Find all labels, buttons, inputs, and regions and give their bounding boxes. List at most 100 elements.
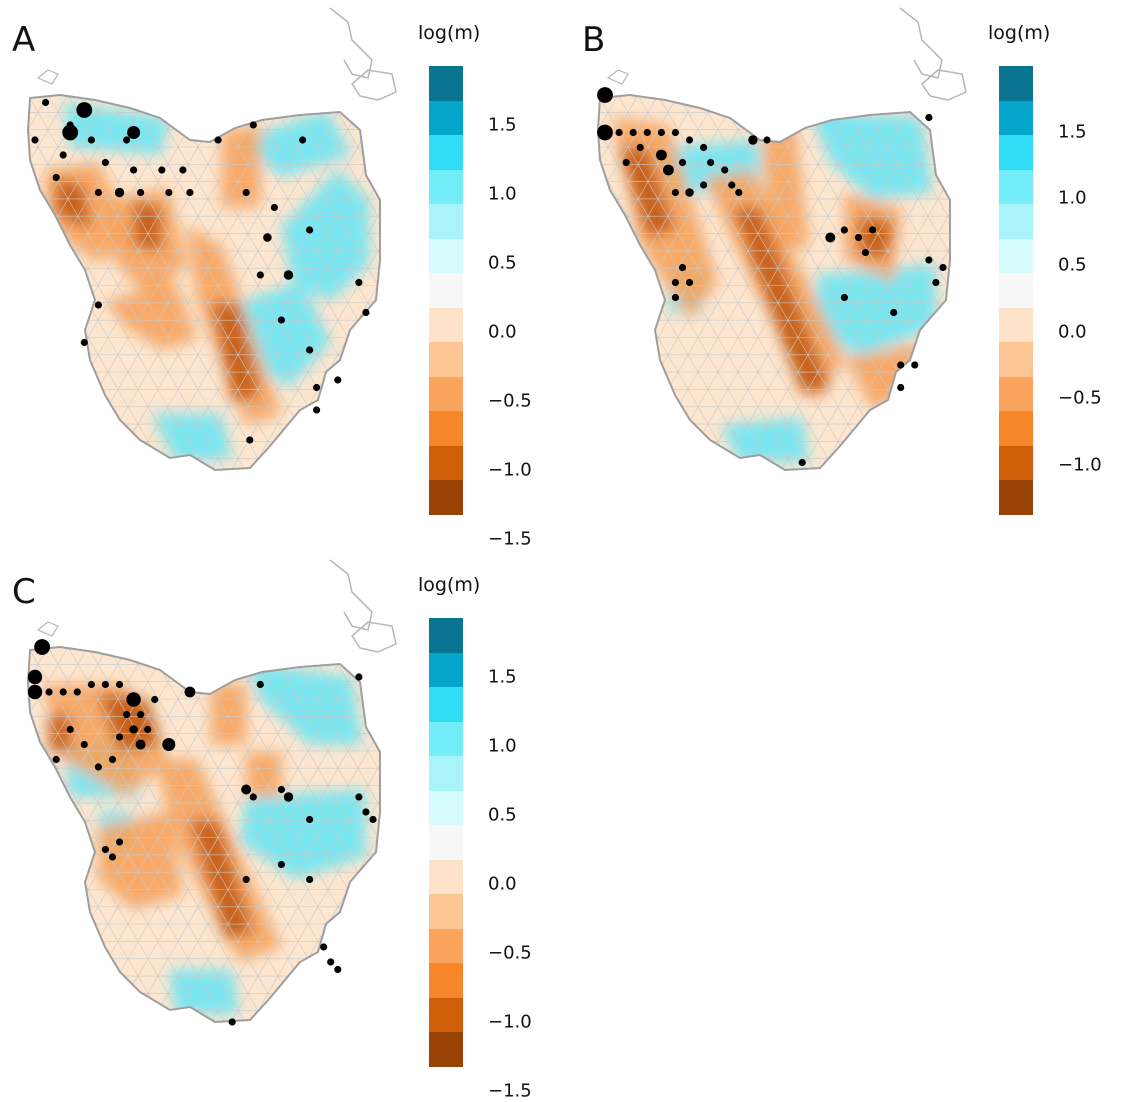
sample-point bbox=[242, 188, 250, 197]
sample-point bbox=[270, 203, 278, 212]
sample-point bbox=[80, 338, 88, 347]
sample-point bbox=[700, 181, 708, 189]
sample-point bbox=[890, 308, 898, 317]
sample-point bbox=[108, 755, 117, 764]
island-outline bbox=[36, 621, 59, 637]
legend-title: log(m) bbox=[988, 22, 1051, 44]
legend-color-cell bbox=[429, 825, 463, 860]
sample-point bbox=[59, 688, 67, 696]
panel-a: A log(m) 1.5 1.0 0.5 0.0 −0.5 −1.0 −1.5 bbox=[0, 0, 540, 550]
blue-region bbox=[809, 110, 933, 200]
blue-region bbox=[45, 263, 78, 320]
legend-tick: −1.0 bbox=[1058, 454, 1102, 476]
legend-tick: 1.5 bbox=[488, 666, 517, 688]
legend-color-cell bbox=[999, 307, 1033, 342]
panel-label: B bbox=[582, 20, 606, 60]
sample-point bbox=[184, 686, 196, 698]
legend-color-cell bbox=[429, 307, 463, 342]
legend-color-cell bbox=[429, 135, 463, 170]
sample-point bbox=[130, 166, 138, 174]
coastline-fragment bbox=[329, 7, 373, 79]
legend-color-cell bbox=[429, 376, 463, 411]
sample-point bbox=[283, 270, 294, 280]
sample-point bbox=[728, 181, 736, 189]
sample-point bbox=[283, 792, 294, 802]
sample-point bbox=[179, 166, 187, 174]
sample-point bbox=[313, 383, 321, 392]
sample-point bbox=[27, 669, 43, 685]
legend-b: log(m) 1.5 1.0 0.5 0.0 −0.5 −1.0 bbox=[988, 22, 1108, 532]
sample-point bbox=[108, 853, 117, 861]
sample-point bbox=[327, 958, 335, 966]
sample-point bbox=[685, 188, 694, 197]
sample-point bbox=[663, 164, 674, 176]
sample-point bbox=[932, 278, 940, 287]
color-bar bbox=[999, 66, 1033, 515]
legend-tick: −0.5 bbox=[488, 390, 532, 412]
legend-color-cell bbox=[999, 204, 1033, 239]
sample-point bbox=[123, 710, 131, 719]
legend-tick: 0.0 bbox=[488, 321, 517, 343]
legend-color-cell bbox=[429, 928, 463, 963]
legend-tick: −1.0 bbox=[488, 459, 532, 481]
blue-region bbox=[246, 662, 363, 745]
sample-point bbox=[214, 136, 222, 144]
legend-color-cell bbox=[429, 238, 463, 273]
legend-color-cell bbox=[429, 721, 463, 756]
legend-color-cell bbox=[999, 273, 1033, 308]
sample-point bbox=[94, 763, 102, 771]
sample-point bbox=[671, 278, 679, 287]
sample-point bbox=[334, 376, 342, 384]
sample-point bbox=[355, 673, 363, 681]
legend-c: log(m) 1.5 1.0 0.5 0.0 −0.5 −1.0 −1.5 bbox=[418, 574, 538, 1102]
legend-color-cell bbox=[429, 859, 463, 894]
sample-point bbox=[671, 188, 679, 197]
legend-color-cell bbox=[429, 480, 463, 515]
tasmania-outline bbox=[596, 93, 951, 472]
color-bar bbox=[429, 66, 463, 515]
sample-point bbox=[66, 121, 74, 129]
sample-point bbox=[798, 458, 806, 467]
sample-point bbox=[87, 680, 95, 689]
sample-point bbox=[101, 158, 109, 167]
sample-point bbox=[144, 725, 152, 734]
sample-point bbox=[671, 128, 679, 137]
dark-region bbox=[858, 215, 894, 260]
sample-point bbox=[73, 688, 81, 696]
map-c bbox=[26, 559, 397, 1026]
tasmania-outline bbox=[26, 93, 381, 472]
sample-point bbox=[123, 136, 131, 144]
sample-point bbox=[615, 128, 623, 137]
sample-point bbox=[636, 143, 644, 152]
sample-point bbox=[656, 149, 667, 161]
sample-point bbox=[622, 158, 630, 167]
sample-point bbox=[186, 188, 194, 197]
legend-color-cell bbox=[429, 273, 463, 308]
legend-color-cell bbox=[429, 100, 463, 135]
sample-point bbox=[62, 124, 79, 141]
sample-point bbox=[31, 136, 39, 144]
sample-point bbox=[137, 188, 145, 197]
legend-title: log(m) bbox=[418, 22, 481, 44]
sample-point bbox=[355, 793, 363, 801]
coastline-fragment bbox=[899, 7, 943, 79]
sample-point bbox=[27, 684, 43, 700]
sample-point bbox=[45, 688, 53, 696]
sample-point bbox=[277, 785, 285, 794]
sample-point bbox=[306, 226, 314, 234]
sample-point bbox=[242, 875, 250, 884]
legend-tick: 0.0 bbox=[1058, 321, 1087, 343]
sample-point bbox=[643, 128, 651, 137]
legend-tick: 1.0 bbox=[488, 735, 517, 757]
sample-point bbox=[362, 808, 370, 816]
dark-region bbox=[56, 177, 92, 230]
legend-color-cell bbox=[999, 376, 1033, 411]
sample-point bbox=[721, 166, 729, 174]
dark-region bbox=[619, 147, 676, 238]
legend-tick: 1.5 bbox=[1058, 121, 1087, 143]
sample-point bbox=[629, 128, 637, 137]
sample-point bbox=[939, 263, 947, 272]
sample-point bbox=[362, 308, 370, 317]
legend-color-cell bbox=[429, 963, 463, 998]
sample-point bbox=[313, 406, 321, 414]
